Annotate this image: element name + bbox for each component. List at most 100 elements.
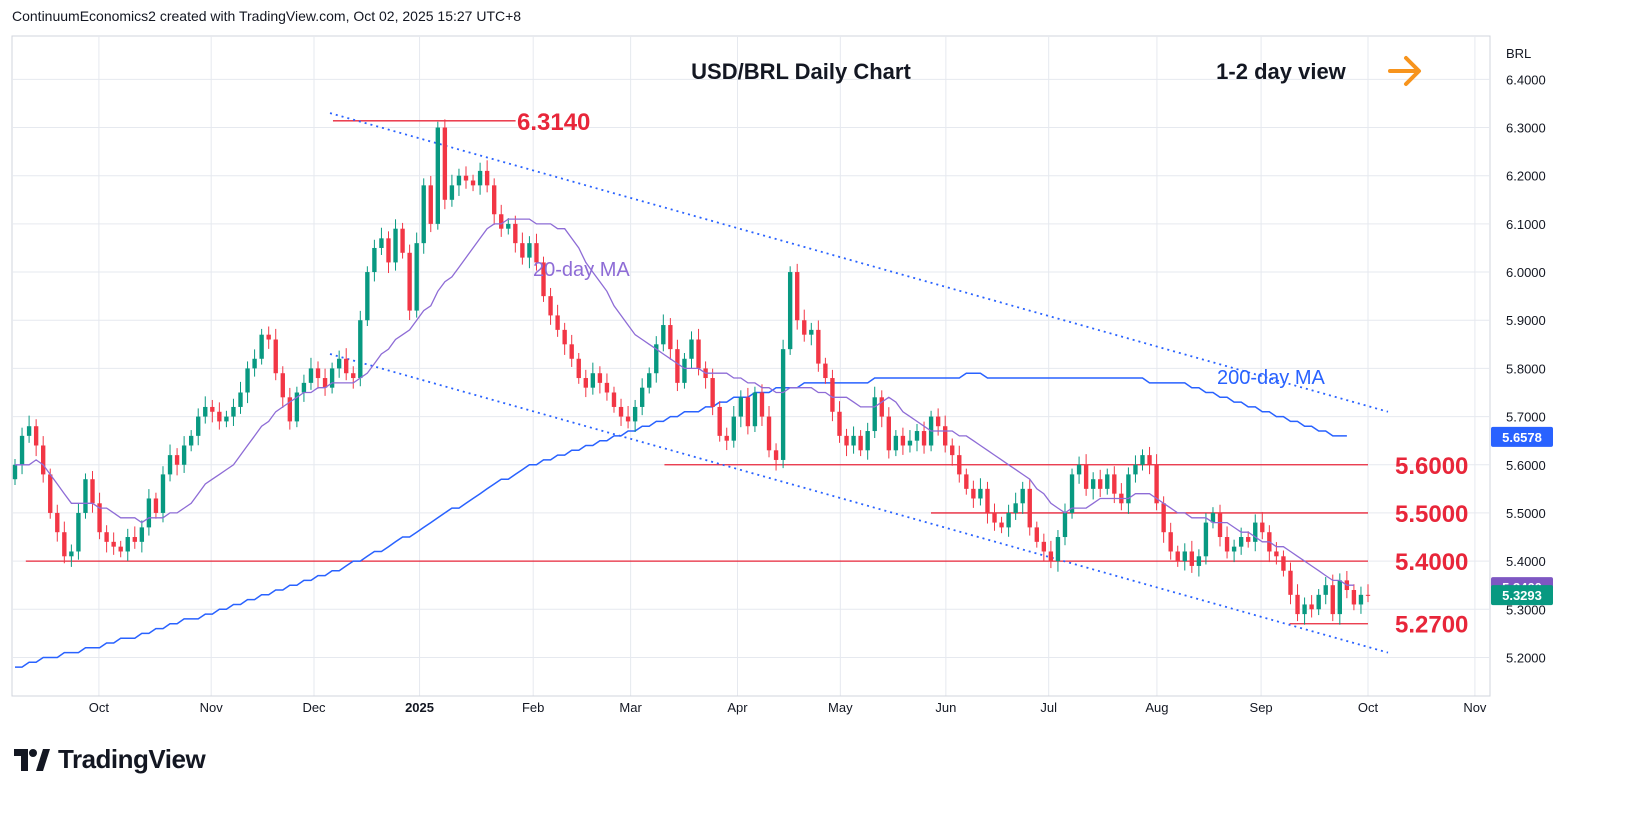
candle-body [1133, 464, 1138, 475]
candle-body [1006, 512, 1011, 528]
candle-body [48, 474, 53, 513]
candle-body [167, 455, 173, 475]
candle-body [1260, 522, 1265, 533]
candle-body [865, 431, 870, 451]
candle-body [1358, 594, 1364, 605]
candle-body [618, 406, 624, 417]
tradingview-logo[interactable]: TradingView [14, 744, 206, 775]
plot-area[interactable] [11, 35, 1491, 697]
candle-body [1351, 590, 1357, 605]
candle-body [1090, 479, 1096, 489]
candle-body [294, 392, 300, 422]
candle-body [217, 411, 222, 422]
candle-body [492, 185, 497, 215]
candle-body [273, 339, 278, 374]
candle-body [802, 320, 807, 335]
candle-body [174, 455, 180, 465]
candle-body [1196, 556, 1202, 566]
candle-body [1210, 512, 1216, 523]
candle-body [527, 243, 532, 258]
level-label: 5.5000 [1395, 501, 1468, 528]
view-label: 1-2 day view [1216, 59, 1347, 84]
level-labels: 6.3140 5.6000 5.5000 5.4000 5.2700 [517, 109, 1468, 639]
candle-body [752, 392, 758, 427]
candle-body [252, 358, 257, 369]
candle-body [1154, 464, 1159, 504]
candle-body [365, 272, 370, 321]
candle-body [724, 435, 729, 441]
candle-body [893, 435, 899, 451]
candle-body [83, 479, 88, 513]
candle-body [1365, 594, 1371, 596]
candle-body [266, 334, 271, 340]
candle-body [576, 358, 581, 379]
candle-body [1076, 464, 1082, 475]
candle-body [682, 358, 687, 383]
candle-body [1274, 551, 1279, 557]
candle-body [1069, 474, 1075, 513]
candle-body [1288, 570, 1293, 595]
candle-body [386, 238, 391, 263]
x-tick-label: Nov [1463, 700, 1487, 715]
candle-body [1062, 512, 1068, 538]
candle-body [1020, 488, 1025, 504]
candle-body [654, 344, 659, 374]
candle-body [992, 512, 997, 523]
candle-body [569, 344, 574, 359]
last-price-tag-bg [1491, 585, 1553, 606]
candle-body [886, 416, 891, 451]
candle-body [520, 243, 525, 258]
candle-body [160, 474, 166, 513]
candle-body [647, 373, 652, 388]
ma200-annotation: 200-day MA [1217, 367, 1325, 389]
candle-body [1140, 455, 1145, 465]
candle-body [97, 503, 102, 533]
tradingview-logo-icon [14, 748, 50, 771]
candle-body [823, 363, 828, 379]
candle-body [19, 435, 25, 465]
candle-body [111, 541, 116, 547]
x-tick-label: Mar [619, 700, 642, 715]
time-axis[interactable]: Oct Nov Dec 2025 Feb Mar Apr May Jun Jul Aug Sep Oct… [12, 695, 1490, 715]
x-tick-label: Sep [1250, 700, 1273, 715]
candle-body [731, 416, 736, 441]
price-axis[interactable]: BRL 6.4000 6.3000 6.2000 6.1000 6.0000 5.9000… [1491, 36, 1553, 696]
candle-body [428, 185, 433, 224]
candle-body [717, 406, 722, 436]
candle-body [738, 397, 744, 417]
candle-body [1041, 541, 1047, 552]
candle-body [583, 378, 588, 388]
candle-body [745, 397, 751, 427]
candle-body [1098, 479, 1103, 489]
candle-body [181, 445, 187, 465]
candle-body [259, 334, 264, 359]
candle-body [1147, 455, 1152, 465]
candle-body [921, 431, 927, 446]
y-tick-label: 6.2000 [1506, 169, 1546, 184]
candle-body [238, 392, 243, 407]
candle-body [153, 498, 159, 513]
candle-body [943, 426, 948, 446]
candle-body [555, 315, 560, 330]
candle-body [69, 551, 74, 557]
x-tick-label: May [828, 700, 853, 715]
level-label: 5.2700 [1395, 612, 1468, 639]
y-tick-label: 5.6000 [1506, 458, 1546, 473]
candle-body [964, 474, 969, 489]
x-tick-label: Nov [200, 700, 224, 715]
candle-body [597, 373, 603, 383]
x-tick-label: 2025 [405, 700, 434, 715]
candle-body [118, 546, 123, 552]
brand-name: TradingView [58, 744, 206, 774]
candle-body [1238, 537, 1244, 547]
candle-body [773, 450, 779, 460]
candle-body [449, 185, 455, 200]
ma200-series [15, 372, 1347, 668]
candle-body [837, 411, 842, 436]
y-tick-label: 5.7000 [1506, 410, 1546, 425]
candle-body [1309, 604, 1314, 610]
candle-body [203, 406, 208, 417]
candle-body [442, 127, 448, 200]
candle-body [816, 329, 821, 364]
